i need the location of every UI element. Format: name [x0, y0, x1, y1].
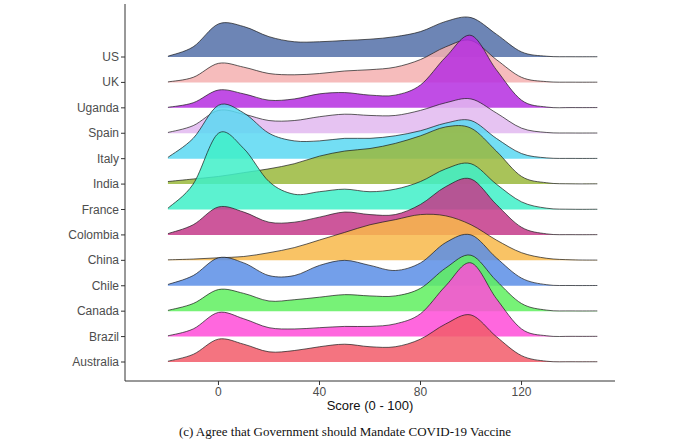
ridge-line: [168, 132, 597, 210]
x-tick-label: 80: [414, 385, 428, 399]
y-tick: [121, 57, 125, 58]
x-axis-line: [125, 381, 615, 382]
y-category-label: Australia: [72, 355, 119, 369]
chart-svg: 0 40 80 120 US UK Uganda Spain Italy India France C…: [0, 0, 695, 446]
y-category-label: Colombia: [68, 228, 119, 242]
y-tick: [121, 82, 125, 83]
chart-title: (c) Agree that Government should Mandate…: [179, 424, 511, 439]
ridges: [168, 17, 597, 362]
y-category-label: Italy: [97, 152, 119, 166]
ridge-line: [168, 255, 597, 311]
ridge-area: [168, 255, 597, 311]
x-axis-title: Score (0 - 100): [327, 398, 414, 413]
ridge-line: [168, 35, 597, 108]
y-category-label: Spain: [88, 126, 119, 140]
x-tick-label: 40: [313, 385, 327, 399]
ridge-line: [168, 17, 597, 57]
ridge-line: [168, 40, 597, 82]
x-tick-label: 0: [215, 385, 222, 399]
y-category-label: China: [88, 253, 120, 267]
y-tick: [121, 184, 125, 185]
ridge-area: [168, 35, 597, 108]
y-category-label: Chile: [92, 279, 120, 293]
ridge-area: [168, 234, 597, 285]
y-category-label: UK: [102, 75, 119, 89]
y-category-label: India: [93, 177, 119, 191]
ridge-line: [168, 315, 597, 362]
y-category-label: Uganda: [77, 101, 119, 115]
y-tick: [121, 209, 125, 210]
y-tick: [121, 107, 125, 108]
chart-container: 0 40 80 120 US UK Uganda Spain Italy India France C…: [0, 0, 695, 446]
ridge-area: [168, 40, 597, 82]
ridge-area: [168, 132, 597, 210]
y-tick: [121, 311, 125, 312]
y-tick: [121, 234, 125, 235]
y-category-label: France: [82, 203, 120, 217]
y-tick: [121, 285, 125, 286]
ridge-line: [168, 214, 597, 260]
y-tick: [121, 336, 125, 337]
y-axis-line: [125, 4, 126, 381]
y-tick: [121, 362, 125, 363]
ridge-area: [168, 214, 597, 260]
y-tick: [121, 133, 125, 134]
y-tick: [121, 260, 125, 261]
ridge-area: [168, 263, 597, 337]
y-tick: [121, 158, 125, 159]
ridge-line: [168, 234, 597, 285]
y-category-label: US: [102, 50, 119, 64]
ridge-line: [168, 263, 597, 337]
ridge-area: [168, 17, 597, 57]
x-tick-label: 120: [512, 385, 532, 399]
y-category-label: Brazil: [89, 330, 119, 344]
ridge-area: [168, 315, 597, 362]
y-category-label: Canada: [77, 304, 119, 318]
